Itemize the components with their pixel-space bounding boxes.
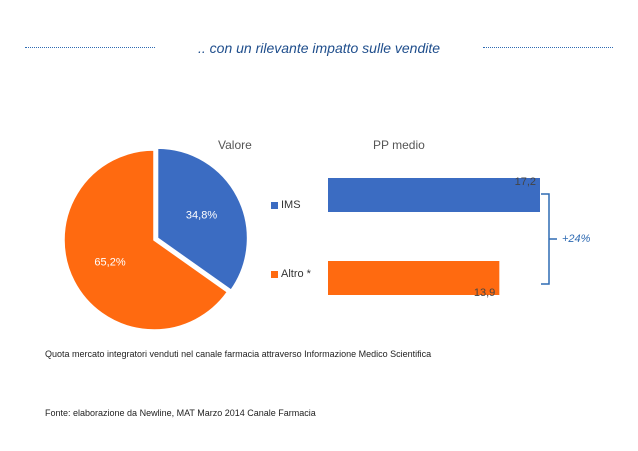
pie-slice-ims (156, 147, 249, 292)
pie-chart-title: Valore (218, 138, 252, 152)
bar-category-label-altro: Altro * (281, 268, 311, 280)
bar-category-ims: IMS (271, 199, 301, 211)
bar-ims (328, 178, 540, 212)
pie-label-ims: 34,8% (186, 209, 217, 221)
growth-annotation: +24% (562, 233, 591, 245)
growth-bracket (541, 193, 550, 285)
bar-category-label-ims: IMS (281, 199, 301, 211)
ims-swatch (271, 201, 278, 209)
altro-swatch (271, 270, 278, 278)
pie-label-altro: 65,2% (94, 257, 125, 269)
bar-category-altro: Altro * (271, 268, 311, 280)
chart-note: Quota mercato integratori venduti nel ca… (45, 349, 432, 359)
bar-chart-title: PP medio (373, 138, 425, 152)
bar-value-label-altro: 13,9 (474, 287, 495, 299)
bar-altro (328, 261, 500, 295)
source-note: Fonte: elaborazione da Newline, MAT Marz… (45, 408, 316, 418)
page-title: .. con un rilevante impatto sulle vendit… (197, 40, 441, 56)
header-rule-right (483, 47, 613, 48)
pie-slice-altro (63, 149, 229, 331)
header-rule-left (25, 47, 155, 48)
bar-value-label-ims: 17,2 (515, 176, 536, 188)
